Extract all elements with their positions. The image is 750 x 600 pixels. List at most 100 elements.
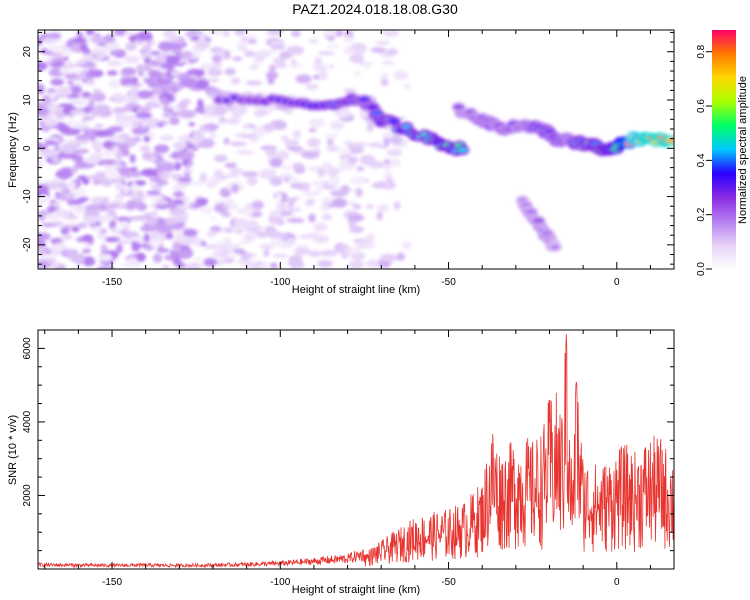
spectrogram-blob: [245, 80, 263, 86]
figure-title: PAZ1.2024.018.18.08.G30: [292, 1, 458, 17]
spectrogram-blob: [106, 70, 118, 76]
spectrogram-blob: [69, 109, 86, 115]
spectrogram-blob: [550, 244, 560, 250]
spectrogram-blob: [243, 50, 255, 58]
spectrogram-blob: [294, 247, 311, 256]
spectrogram-blob: [116, 243, 123, 254]
spectrogram-blob: [38, 83, 44, 92]
y-tick-label: 10: [22, 94, 33, 106]
spectrogram-blob: [366, 124, 374, 133]
spectrogram-blob: [115, 239, 132, 245]
spectrogram-blob: [334, 108, 352, 119]
spectrogram-blob: [38, 106, 50, 116]
spectrogram-blob: [268, 64, 276, 73]
spectrogram-blob: [170, 69, 180, 77]
spectrogram-blob: [89, 153, 103, 163]
spectrogram-blob: [218, 115, 227, 125]
spectrogram-blob: [38, 199, 48, 205]
spectrogram-blob: [183, 166, 192, 175]
spectrogram-blob: [203, 123, 220, 130]
colorbar-ticks: 0.0 0.2 0.4 0.6 0.8: [696, 44, 712, 276]
spectrogram-blob: [191, 203, 204, 208]
spectrogram-blob: [177, 240, 194, 246]
spectrogram-blob: [235, 39, 248, 47]
spectrogram-blob: [85, 30, 95, 36]
spectrogram-blob: [401, 241, 412, 250]
spectrogram-blob: [155, 203, 170, 210]
spectrogram-blob: [114, 193, 127, 199]
spectrogram-blob: [349, 225, 365, 234]
spectrogram-blob: [314, 57, 323, 65]
spectrogram-blob: [223, 137, 230, 145]
spectrogram-blob: [159, 174, 170, 180]
spectrogram-blob: [456, 147, 469, 153]
spectrogram-blob: [83, 115, 93, 121]
spectrogram-blob: [65, 120, 82, 127]
spectrogram-blob: [248, 65, 259, 70]
spectrogram-blob: [131, 76, 139, 85]
spectrogram-blob: [109, 49, 126, 57]
spectrogram-blob: [377, 204, 390, 213]
snr-series-line: [38, 334, 674, 569]
spectrogram-blob: [152, 253, 163, 263]
spectrogram-blob: [148, 69, 162, 79]
spectrogram-blob: [38, 61, 48, 71]
spectrogram-blob: [396, 252, 406, 262]
spectrogram-blob: [367, 104, 378, 110]
spectrogram-blob: [291, 207, 302, 212]
spectrogram-blob: [61, 233, 73, 240]
spectrogram-blob: [64, 248, 76, 257]
spectrogram-blob: [208, 133, 217, 139]
spectrogram-blob: [94, 129, 110, 138]
spectrogram-blob: [368, 142, 382, 148]
spectrogram-blob: [57, 122, 71, 133]
spectrogram-blob: [290, 64, 304, 69]
spectrogram-blob: [352, 204, 362, 210]
snr-frame: [37, 329, 675, 570]
spectrogram-blob: [310, 180, 325, 187]
x-tick-label: -100: [270, 577, 290, 588]
spectrogram-blob: [301, 150, 320, 159]
spectrogram-blob: [199, 63, 216, 70]
snr-plot-area: [38, 330, 674, 569]
spectrogram-blob: [207, 176, 220, 186]
spectrogram-blob: [173, 141, 186, 151]
spectrogram-panel: -150 -100 -50 0 20 10 0 -10 -20 Height of straig…: [7, 29, 675, 296]
spectrogram-blob: [212, 61, 223, 68]
spectrogram-blob: [343, 88, 356, 93]
spectrogram-blob: [203, 257, 217, 267]
spectrogram-blob: [66, 181, 78, 188]
snr-panel: -150 -100 -50 0 2000 4000 6000 Height of strai…: [7, 329, 675, 596]
spectrogram-blob: [40, 148, 58, 158]
spectrogram-blob: [51, 201, 61, 207]
spectrogram-blob: [257, 49, 271, 58]
spectrogram-blob: [356, 166, 365, 172]
spectrogram-blob: [230, 77, 241, 85]
x-tick-label: -150: [102, 277, 122, 288]
spectrogram-blob: [195, 40, 211, 50]
spectrogram-blob: [320, 249, 338, 257]
spectrogram-blob: [53, 142, 61, 152]
spectrogram-blob: [253, 110, 271, 116]
spectrogram-blob: [159, 134, 174, 142]
spectrogram-blob: [345, 247, 353, 255]
spectrogram-blob: [71, 226, 80, 232]
spectrogram-blob: [120, 262, 138, 268]
spectrogram-blob: [379, 253, 397, 263]
spectrogram-blob: [145, 101, 158, 109]
spectrogram-blob: [308, 199, 315, 204]
spectrogram-blob: [47, 32, 62, 40]
spectrogram-blob: [100, 243, 108, 254]
spectrogram-blob: [133, 215, 150, 221]
spectrogram-blob: [147, 117, 160, 128]
spectrogram-blob: [286, 45, 305, 56]
spectrogram-blob: [380, 71, 390, 82]
spectrogram-blob: [381, 132, 396, 138]
spectrogram-blob: [248, 219, 259, 230]
spectrogram-blob: [308, 250, 322, 258]
spectrogram-blob: [233, 248, 246, 255]
spectrogram-blob: [277, 207, 287, 213]
spectrogram-blob: [240, 251, 251, 261]
spectrogram-blob: [229, 168, 244, 174]
spectrogram-blob: [382, 171, 394, 180]
